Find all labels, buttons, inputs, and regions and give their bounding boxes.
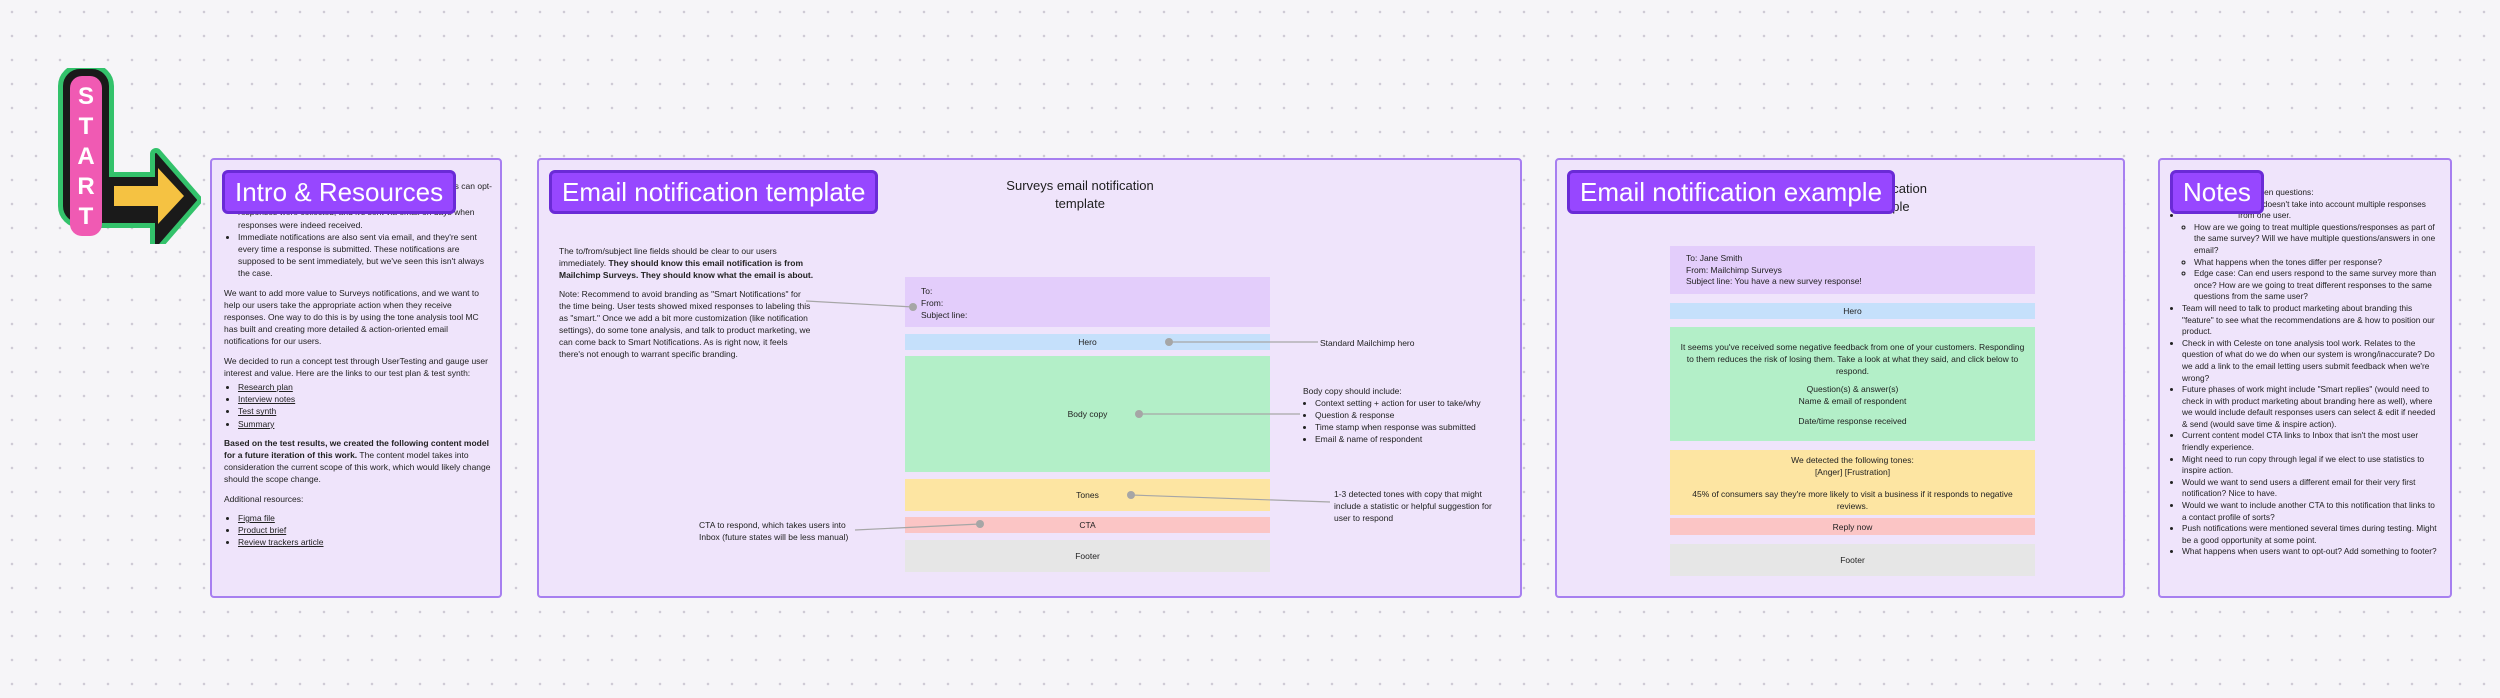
notes-item: Future phases of work might include "Sma… [2182,384,2440,430]
example-from: From: Mailchimp Surveys [1686,264,1782,275]
section-title-example: Email notification example [1567,170,1896,214]
header-from-label: From: [921,298,944,308]
template-header-block: To: From: Subject line: [905,277,1270,327]
notes-item: Would we want to send users a different … [2182,477,2440,500]
section-title-template: Email notification template [549,170,879,214]
review-trackers-link[interactable]: Review trackers article [238,537,324,548]
template-tones-block: Tones [905,479,1270,511]
example-tones-block: We detected the following tones: [Anger]… [1670,450,2035,515]
notes-item: Would we want to include another CTA to … [2182,500,2440,523]
start-letter: R [77,173,95,200]
figma-file-link[interactable]: Figma file [238,512,275,523]
template-heading: Surveys email notification template [1006,178,1154,211]
hero-note: Standard Mailchimp hero [1320,338,1415,348]
template-cta-block: CTA [905,517,1270,533]
notes-item: model doesn't take into account multiple… [2238,198,2426,221]
template-body-block: Body copy [905,356,1270,472]
start-letter: S [77,83,94,110]
example-header-block: To: Jane Smith From: Mailchimp Surveys S… [1670,246,2035,294]
start-sticker: S T A R T [56,64,202,252]
intro-partial-text: ns users can opt- [426,181,492,191]
notes-item: Might need to run copy through legal if … [2182,454,2440,477]
body-note-item: Time stamp when response was submitted [1315,421,1493,433]
template-desc-bold: They should know this email notification… [559,258,814,280]
notes-item: Team will need to talk to product market… [2182,303,2440,338]
notes-section[interactable] [2158,158,2452,598]
reply-now-button[interactable]: Reply now [1670,518,2035,535]
example-body-text: It seems you've received some negative f… [1680,342,2025,376]
notes-item: Current content model CTA links to Inbox… [2182,430,2440,453]
start-letter: T [78,203,94,230]
intro-paragraph: The content model takes into considerati… [224,450,491,485]
tones-note: 1-3 detected tones with copy that might … [1334,489,1492,523]
intro-paragraph: We decided to run a concept test through… [224,355,488,378]
notes-item: Check in with Celeste on tone analysis t… [2182,338,2440,384]
interview-notes-link[interactable]: Interview notes [238,394,296,405]
example-footer-block: Footer [1670,544,2035,576]
example-body-line: Name & email of respondent [1798,396,1907,406]
intro-paragraph: We want to add more value to Surveys not… [224,287,479,347]
header-to-label: To: [921,286,933,296]
notes-subitem: What happens when the tones differ per r… [2194,257,2440,269]
template-note: Note: Recommend to avoid branding as "Sm… [559,289,811,359]
notes-item: What happens when users want to opt-out?… [2182,546,2440,558]
intro-section[interactable]: ns users can opt- The daily summary is a… [210,158,502,598]
notes-item: Push notifications were mentioned severa… [2182,523,2440,546]
cta-note: CTA to respond, which takes users into I… [699,520,849,542]
intro-bullet: Immediate notifications are also sent vi… [238,231,492,280]
body-note: Body copy should include: Context settin… [1303,385,1493,445]
example-tones-line: We detected the following tones: [1791,454,1914,465]
template-hero-block: Hero [905,334,1270,350]
summary-link[interactable]: Summary [238,418,275,429]
example-tones-line: 45% of consumers say they're more likely… [1692,488,2013,511]
intro-paragraph: Additional resources: [224,493,304,504]
intro-bold-text: Based on the test results, we created th… [224,437,489,461]
start-arrow-icon [58,64,202,252]
example-to: To: Jane Smith [1686,253,1743,263]
test-synth-link[interactable]: Test synth [238,406,277,417]
body-note-item: Question & response [1315,409,1493,421]
notes-subitem: How are we going to treat multiple quest… [2194,222,2440,257]
connector-dot [1127,491,1135,499]
example-body-block: It seems you've received some negative f… [1670,327,2035,441]
connector-dot [976,520,984,528]
example-tones-line: [Anger] [Frustration] [1814,466,1891,477]
notes-content: d open questions: model doesn't take int… [2170,187,2440,558]
body-note-item: Email & name of respondent [1315,433,1493,445]
start-letter: A [77,143,95,170]
section-title-notes: Notes [2170,170,2264,214]
body-note-item: Context setting + action for user to tak… [1315,397,1493,409]
template-desc: The to/from/subject line fields should b… [559,246,777,268]
example-body-line: Question(s) & answer(s) [1806,384,1899,394]
section-title-intro: Intro & Resources [222,170,457,214]
connector-dot [909,303,917,311]
example-body-line: Date/time response received [1798,416,1907,426]
start-letter: T [78,113,94,140]
body-note-title: Body copy should include: [1303,386,1402,396]
notes-subitem: Edge case: Can end users respond to the … [2194,268,2440,303]
connector-dot [1165,338,1173,346]
example-subject: Subject line: You have a new survey resp… [1686,276,1862,286]
header-subject-label: Subject line: [921,310,968,320]
product-brief-link[interactable]: Product brief [238,525,287,536]
example-hero-block: Hero [1670,303,2035,319]
notes-partial-heading: d open questions: [2248,187,2314,197]
research-plan-link[interactable]: Research plan [238,382,293,393]
template-footer-block: Footer [905,540,1270,572]
connector-dot [1135,410,1143,418]
